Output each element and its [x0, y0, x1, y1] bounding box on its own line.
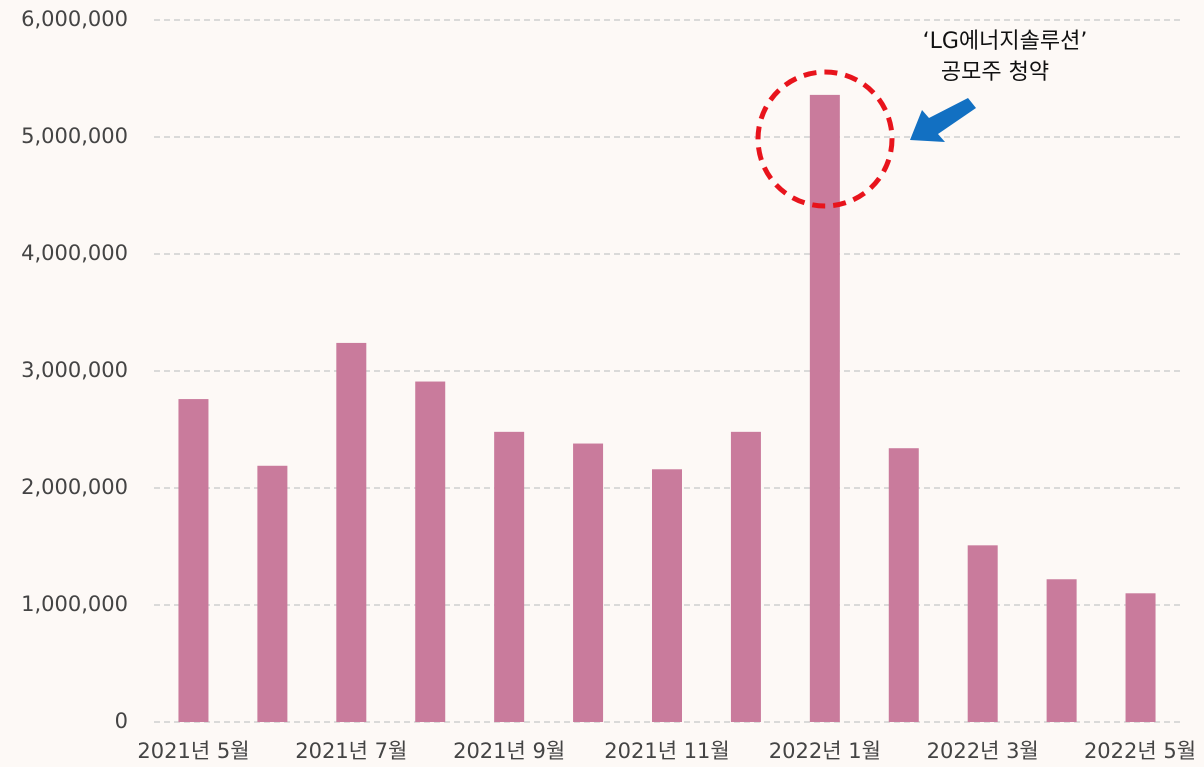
bar — [415, 381, 446, 722]
x-tick-label: 2022년 1월 — [769, 739, 881, 763]
bar — [178, 399, 209, 722]
x-tick-label: 2022년 5월 — [1084, 739, 1196, 763]
y-tick-label: 3,000,000 — [21, 358, 128, 382]
bars — [178, 94, 1156, 722]
x-tick-label: 2021년 5월 — [137, 739, 249, 763]
arrow — [910, 98, 976, 142]
x-tick-label: 2021년 9월 — [453, 739, 565, 763]
bar — [494, 431, 525, 722]
bar — [809, 94, 840, 722]
bar — [1125, 593, 1156, 722]
bar — [573, 443, 604, 722]
x-tick-label: 2021년 7월 — [295, 739, 407, 763]
y-tick-label: 4,000,000 — [21, 241, 128, 265]
annotation: ‘LG에너지솔루션’ — [923, 29, 1088, 54]
bar — [967, 545, 998, 722]
bar — [257, 465, 288, 722]
bar — [336, 342, 367, 722]
highlight-circle — [755, 69, 895, 209]
x-tick-label: 2022년 3월 — [927, 739, 1039, 763]
y-tick-label: 2,000,000 — [21, 475, 128, 499]
y-tick-label: 5,000,000 — [21, 124, 128, 148]
annotation: 공모주 청약 — [941, 60, 1049, 85]
y-tick-label: 6,000,000 — [21, 7, 128, 31]
x-tick-label: 2021년 11월 — [604, 739, 729, 763]
bar — [888, 448, 919, 722]
bar — [730, 431, 761, 722]
bar — [652, 469, 682, 722]
bar — [1046, 579, 1077, 722]
y-tick-label: 1,000,000 — [21, 592, 128, 616]
y-tick-label: 0 — [115, 709, 128, 733]
